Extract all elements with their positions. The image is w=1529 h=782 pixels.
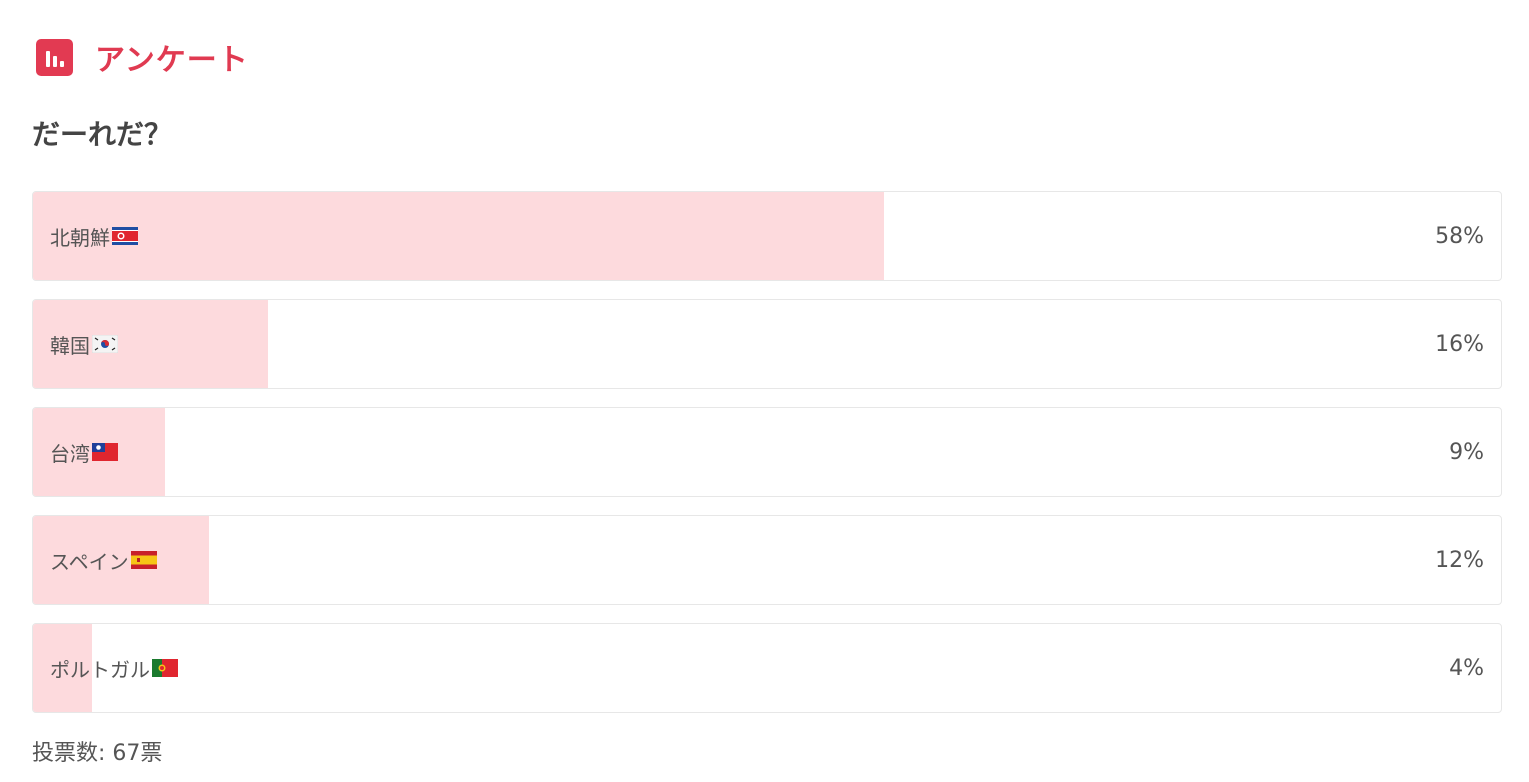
option-percent: 58% xyxy=(1435,223,1484,249)
portugal-flag-icon xyxy=(152,659,178,677)
option-label-wrap: 韓国 xyxy=(50,300,118,388)
poll-option[interactable]: 韓国 16% xyxy=(32,299,1502,389)
poll-option[interactable]: 台湾 9% xyxy=(32,407,1502,497)
option-label-wrap: 台湾 xyxy=(50,408,118,496)
north-korea-flag-icon xyxy=(112,227,138,245)
poll-question: だーれだ？ xyxy=(32,118,173,151)
option-percent: 9% xyxy=(1449,439,1484,465)
taiwan-flag-icon xyxy=(92,443,118,461)
option-label-wrap: ポルトガル xyxy=(50,624,178,712)
bar-chart-icon xyxy=(36,38,73,76)
poll-option[interactable]: ポルトガル 4% xyxy=(32,623,1502,713)
poll-option[interactable]: スペイン 12% xyxy=(32,515,1502,605)
option-percent: 4% xyxy=(1449,655,1484,681)
spain-flag-icon xyxy=(130,551,157,569)
option-label: 台湾 xyxy=(50,441,90,466)
vote-count: 投票数: 67票 xyxy=(32,741,163,766)
option-percent: 12% xyxy=(1435,547,1484,573)
option-label-wrap: スペイン xyxy=(50,516,157,604)
poll-title: アンケート xyxy=(95,43,249,78)
result-bar-fill xyxy=(33,300,268,388)
option-percent: 16% xyxy=(1435,331,1484,357)
option-label: 北朝鮮 xyxy=(50,225,110,250)
poll-option[interactable]: 北朝鮮 58% xyxy=(32,191,1502,281)
result-bar-fill xyxy=(33,192,885,280)
poll-header: アンケート xyxy=(36,35,249,79)
south-korea-flag-icon xyxy=(92,335,118,353)
result-bar-fill xyxy=(33,624,92,712)
option-label: スペイン xyxy=(50,549,129,574)
option-label-wrap: 北朝鮮 xyxy=(50,192,138,280)
result-bar-fill xyxy=(33,516,210,604)
option-label: 韓国 xyxy=(50,333,90,358)
option-label: ポルトガル xyxy=(50,657,150,682)
